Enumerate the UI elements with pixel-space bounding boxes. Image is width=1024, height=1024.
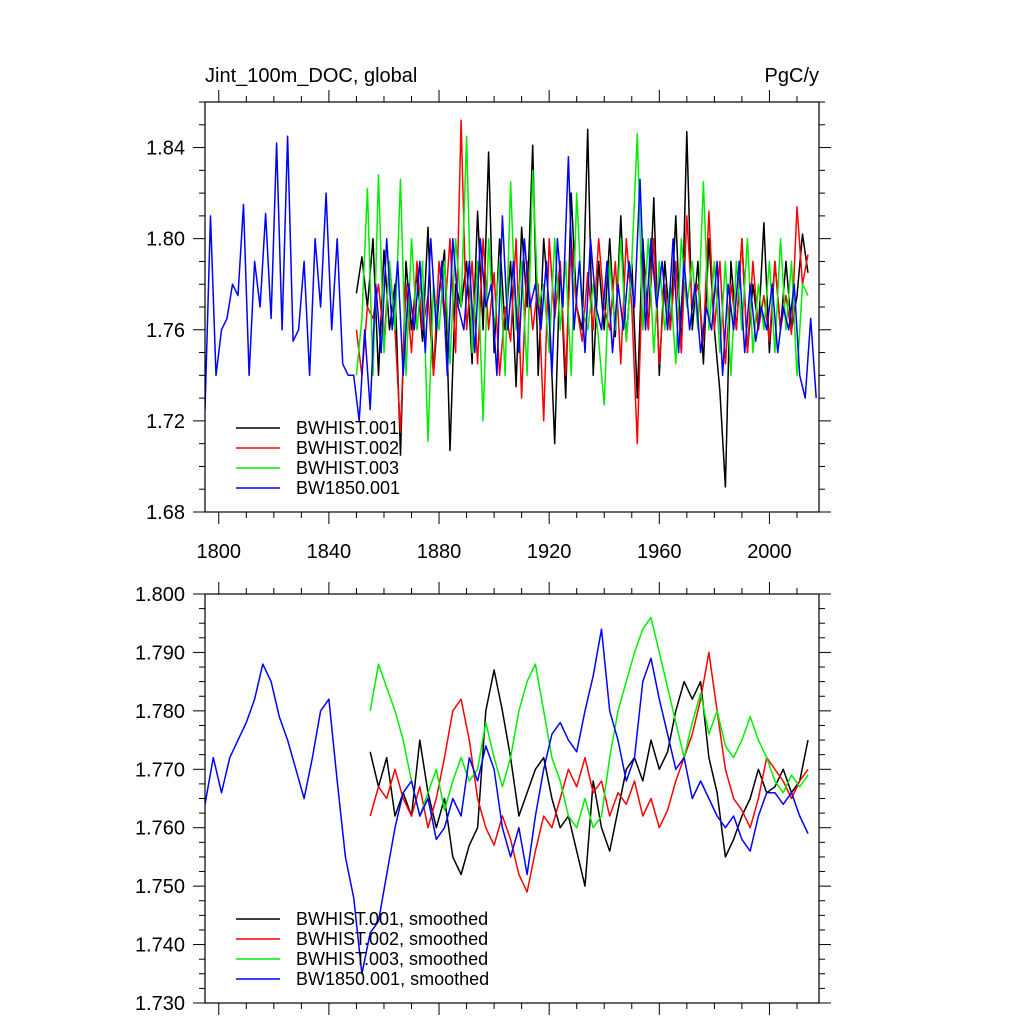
- top-y-tick-label: 1.76: [146, 320, 185, 342]
- bottom-series-line-3: [369, 616, 809, 829]
- bottom-plot-area: [205, 616, 809, 975]
- bottom-y-tick-label: 1.750: [135, 876, 185, 898]
- bottom-y-tick-label: 1.790: [135, 642, 185, 664]
- bottom-y-tick-label: 1.740: [135, 935, 185, 957]
- top-series-line-4: [205, 135, 817, 422]
- top-panel: Jint_100m_DOC, global PgC/y 1800 1840 1880…: [146, 65, 831, 563]
- bottom-series-line-4: [205, 628, 809, 975]
- top-legend-label: BW1850.001: [296, 478, 400, 498]
- bottom-y-tick-label: 1.780: [135, 701, 185, 723]
- bottom-y-tick-label: 1.730: [135, 993, 185, 1015]
- bottom-y-tick-label: 1.770: [135, 759, 185, 781]
- top-x-tick-label: 1880: [417, 541, 462, 563]
- bottom-series-line-2: [369, 651, 809, 893]
- top-x-tick-label: 1840: [307, 541, 352, 563]
- top-legend-label: BWHIST.002: [296, 438, 399, 458]
- bottom-legend-label: BW1850.001, smoothed: [296, 969, 489, 989]
- bottom-legend-label: BWHIST.001, smoothed: [296, 909, 488, 929]
- top-legend-label: BWHIST.001: [296, 418, 399, 438]
- top-x-tick-label: 2000: [747, 541, 792, 563]
- top-x-tick-label: 1920: [527, 541, 572, 563]
- top-y-tick-label: 1.80: [146, 229, 185, 251]
- bottom-legend-label: BWHIST.003, smoothed: [296, 949, 488, 969]
- top-x-tick-label: 1960: [637, 541, 682, 563]
- bottom-y-tick-label: 1.800: [135, 584, 185, 606]
- chart-title: Jint_100m_DOC, global: [205, 65, 417, 87]
- bottom-legend-label: BWHIST.002, smoothed: [296, 929, 488, 949]
- bottom-panel: 1.730 1.740 1.750 1.760 1.770 1.780 1.790 1.800…: [135, 582, 831, 1015]
- top-legend-label: BWHIST.003: [296, 458, 399, 478]
- top-y-tick-label: 1.84: [146, 138, 185, 160]
- bottom-y-tick-label: 1.760: [135, 818, 185, 840]
- top-y-tick-label: 1.68: [146, 502, 185, 524]
- top-x-tick-label: 1800: [197, 541, 242, 563]
- chart-units: PgC/y: [765, 65, 819, 87]
- top-plot-area: [205, 119, 817, 488]
- top-y-tick-label: 1.72: [146, 411, 185, 433]
